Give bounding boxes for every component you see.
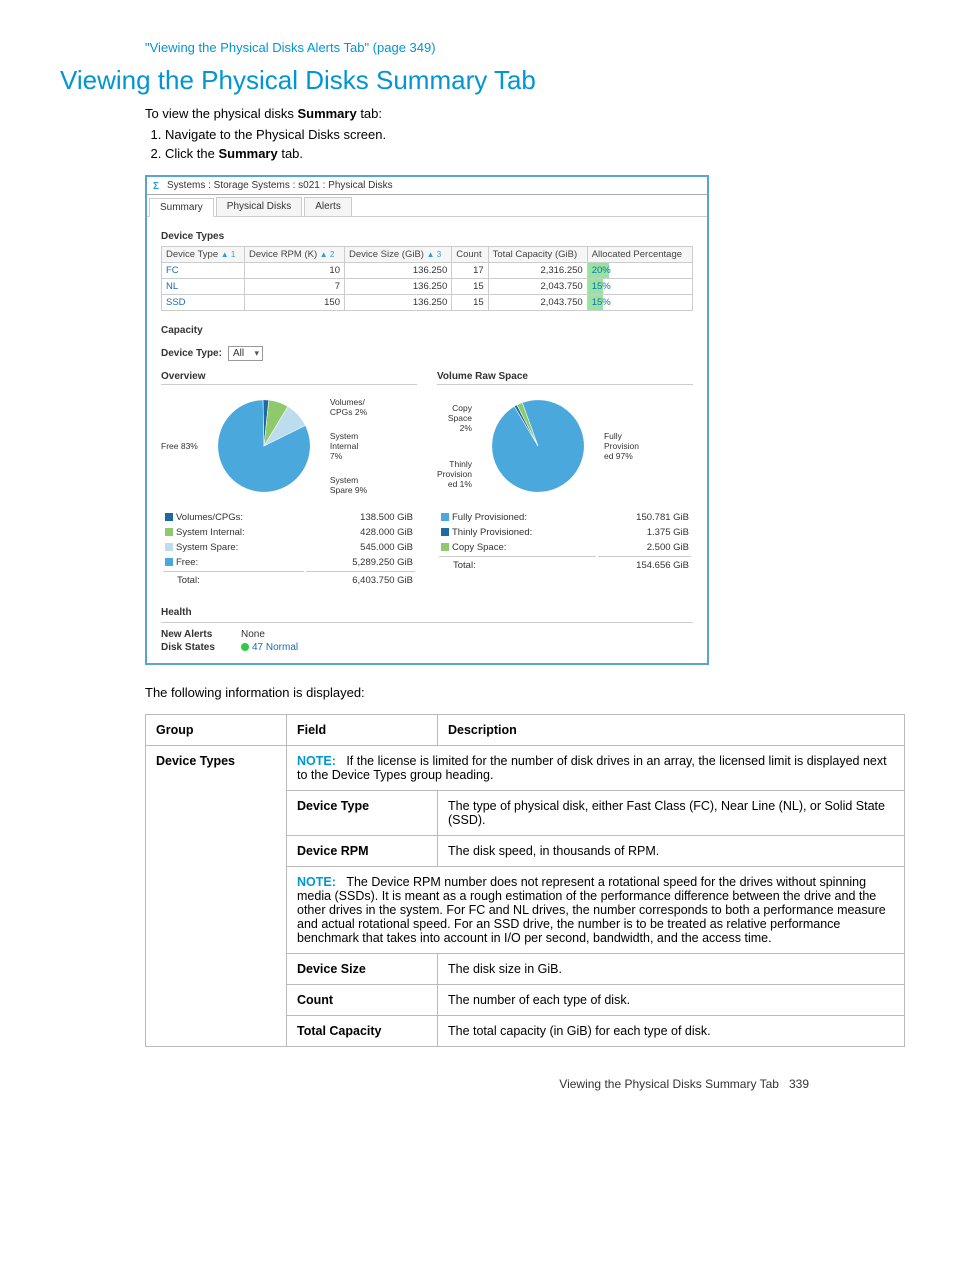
tab-alerts[interactable]: Alerts bbox=[304, 197, 352, 216]
col-device-type[interactable]: Device Type ▲ 1 bbox=[162, 247, 245, 263]
intro-line: To view the physical disks Summary tab: bbox=[145, 106, 894, 121]
top-link[interactable]: "Viewing the Physical Disks Alerts Tab" … bbox=[145, 40, 894, 55]
table-row[interactable]: NL 7 136.250 15 2,043.750 15% bbox=[162, 279, 693, 295]
col-total-capacity[interactable]: Total Capacity (GiB) bbox=[488, 247, 587, 263]
legend-row: Fully Provisioned:150.781 GiB bbox=[439, 511, 691, 524]
footer-page: 339 bbox=[789, 1077, 809, 1091]
legend-row: Thinly Provisioned:1.375 GiB bbox=[439, 526, 691, 539]
desc-col-group: Group bbox=[146, 715, 287, 746]
intro-prefix: To view the physical disks bbox=[145, 106, 297, 121]
panel: Device Types Device Type ▲ 1 Device RPM … bbox=[147, 217, 707, 663]
footer: Viewing the Physical Disks Summary Tab 3… bbox=[60, 1077, 809, 1091]
desc-col-field: Field bbox=[287, 715, 438, 746]
step-2-bold: Summary bbox=[218, 146, 277, 161]
note-label: NOTE: bbox=[297, 754, 336, 768]
legend-row: Copy Space:2.500 GiB bbox=[439, 541, 691, 554]
note-label: NOTE: bbox=[297, 875, 336, 889]
note-text-1: If the license is limited for the number… bbox=[297, 754, 887, 782]
step-2: Click the Summary tab. bbox=[165, 146, 894, 161]
field-cell: Device RPM bbox=[287, 836, 438, 867]
field-cell: Device Size bbox=[287, 954, 438, 985]
tab-physical-disks[interactable]: Physical Disks bbox=[216, 197, 302, 216]
sort-icon: ▲ 2 bbox=[320, 250, 335, 259]
table-header-row: Device Type ▲ 1 Device RPM (K) ▲ 2 Devic… bbox=[162, 247, 693, 263]
health-header: Health bbox=[161, 607, 693, 618]
desc-cell: The number of each type of disk. bbox=[438, 985, 905, 1016]
steps-list: Navigate to the Physical Disks screen. C… bbox=[145, 127, 894, 161]
table-row[interactable]: FC 10 136.250 17 2,316.250 20% bbox=[162, 263, 693, 279]
footer-text: Viewing the Physical Disks Summary Tab bbox=[559, 1077, 779, 1091]
desc-cell: The type of physical disk, either Fast C… bbox=[438, 791, 905, 836]
new-alerts-label: New Alerts bbox=[161, 629, 231, 640]
desc-cell: The total capacity (in GiB) for each typ… bbox=[438, 1016, 905, 1047]
desc-cell: The disk speed, in thousands of RPM. bbox=[438, 836, 905, 867]
vrs-legend: Fully Provisioned:150.781 GiB Thinly Prov… bbox=[437, 509, 693, 574]
new-alerts-value: None bbox=[241, 629, 265, 640]
intro-suffix: tab: bbox=[357, 106, 382, 121]
overview-column: Overview Free 83% Volumes/ CPGs 2% System… bbox=[161, 371, 417, 589]
window-title: Systems : Storage Systems : s021 : Physi… bbox=[167, 180, 393, 191]
status-dot-icon bbox=[241, 643, 249, 651]
sort-icon: ▲ 3 bbox=[427, 250, 442, 259]
legend-total: Total:154.656 GiB bbox=[439, 556, 691, 572]
col-device-size[interactable]: Device Size (GiB) ▲ 3 bbox=[344, 247, 451, 263]
chart-label: Thinly Provision ed 1% bbox=[437, 459, 472, 490]
step-2-post: tab. bbox=[278, 146, 303, 161]
description-table: Group Field Description Device Types NOT… bbox=[145, 714, 905, 1047]
device-types-header: Device Types bbox=[161, 231, 693, 242]
overview-legend: Volumes/CPGs:138.500 GiB System Internal:… bbox=[161, 509, 417, 589]
legend-row: System Spare:545.000 GiB bbox=[163, 541, 415, 554]
chart-label: Copy Space 2% bbox=[437, 403, 472, 434]
legend-row: Free:5,289.250 GiB bbox=[163, 556, 415, 569]
app-window: Σ Systems : Storage Systems : s021 : Phy… bbox=[145, 175, 709, 665]
overview-header: Overview bbox=[161, 371, 417, 385]
follow-text: The following information is displayed: bbox=[145, 685, 894, 700]
disk-states-label: Disk States bbox=[161, 642, 231, 653]
overview-left-label: Free 83% bbox=[161, 441, 198, 451]
device-type-label: Device Type: bbox=[161, 348, 222, 359]
overview-pie-chart bbox=[204, 391, 324, 501]
vrs-pie-chart bbox=[478, 391, 598, 501]
legend-row: System Internal:428.000 GiB bbox=[163, 526, 415, 539]
titlebar: Σ Systems : Storage Systems : s021 : Phy… bbox=[147, 177, 707, 195]
note-text-2: The Device RPM number does not represent… bbox=[297, 875, 886, 945]
tabs: Summary Physical Disks Alerts bbox=[147, 195, 707, 217]
step-2-pre: Click the bbox=[165, 146, 218, 161]
vrs-right-label: Fully Provision ed 97% bbox=[604, 431, 639, 462]
chart-label: System Internal 7% bbox=[330, 431, 367, 462]
step-1: Navigate to the Physical Disks screen. bbox=[165, 127, 894, 142]
sort-icon: ▲ 1 bbox=[221, 250, 236, 259]
page-heading: Viewing the Physical Disks Summary Tab bbox=[60, 65, 894, 96]
field-cell: Total Capacity bbox=[287, 1016, 438, 1047]
group-cell: Device Types bbox=[146, 746, 287, 1047]
legend-row: Volumes/CPGs:138.500 GiB bbox=[163, 511, 415, 524]
chart-label: Volumes/ CPGs 2% bbox=[330, 397, 367, 417]
vrs-column: Volume Raw Space Copy Space 2% Thinly Pro… bbox=[437, 371, 693, 589]
col-device-rpm[interactable]: Device RPM (K) ▲ 2 bbox=[245, 247, 345, 263]
intro-bold: Summary bbox=[297, 106, 356, 121]
col-count[interactable]: Count bbox=[452, 247, 488, 263]
note-cell-2: NOTE: The Device RPM number does not rep… bbox=[287, 867, 905, 954]
device-type-selector-row: Device Type: All bbox=[161, 346, 693, 361]
tab-summary[interactable]: Summary bbox=[149, 198, 214, 217]
health-block: Health New Alerts None Disk States 47 No… bbox=[161, 607, 693, 653]
table-row[interactable]: SSD 150 136.250 15 2,043.750 15% bbox=[162, 295, 693, 311]
device-type-dropdown[interactable]: All bbox=[228, 346, 263, 361]
legend-total: Total:6,403.750 GiB bbox=[163, 571, 415, 587]
desc-col-description: Description bbox=[438, 715, 905, 746]
chart-label: System Spare 9% bbox=[330, 475, 367, 495]
disk-states-value: 47 Normal bbox=[241, 642, 298, 653]
desc-cell: The disk size in GiB. bbox=[438, 954, 905, 985]
field-cell: Device Type bbox=[287, 791, 438, 836]
device-types-table: Device Type ▲ 1 Device RPM (K) ▲ 2 Devic… bbox=[161, 246, 693, 311]
sigma-icon: Σ bbox=[153, 181, 163, 191]
note-cell-1: NOTE: If the license is limited for the … bbox=[287, 746, 905, 791]
field-cell: Count bbox=[287, 985, 438, 1016]
col-allocated[interactable]: Allocated Percentage bbox=[587, 247, 692, 263]
vrs-header: Volume Raw Space bbox=[437, 371, 693, 385]
capacity-header: Capacity bbox=[161, 325, 693, 336]
